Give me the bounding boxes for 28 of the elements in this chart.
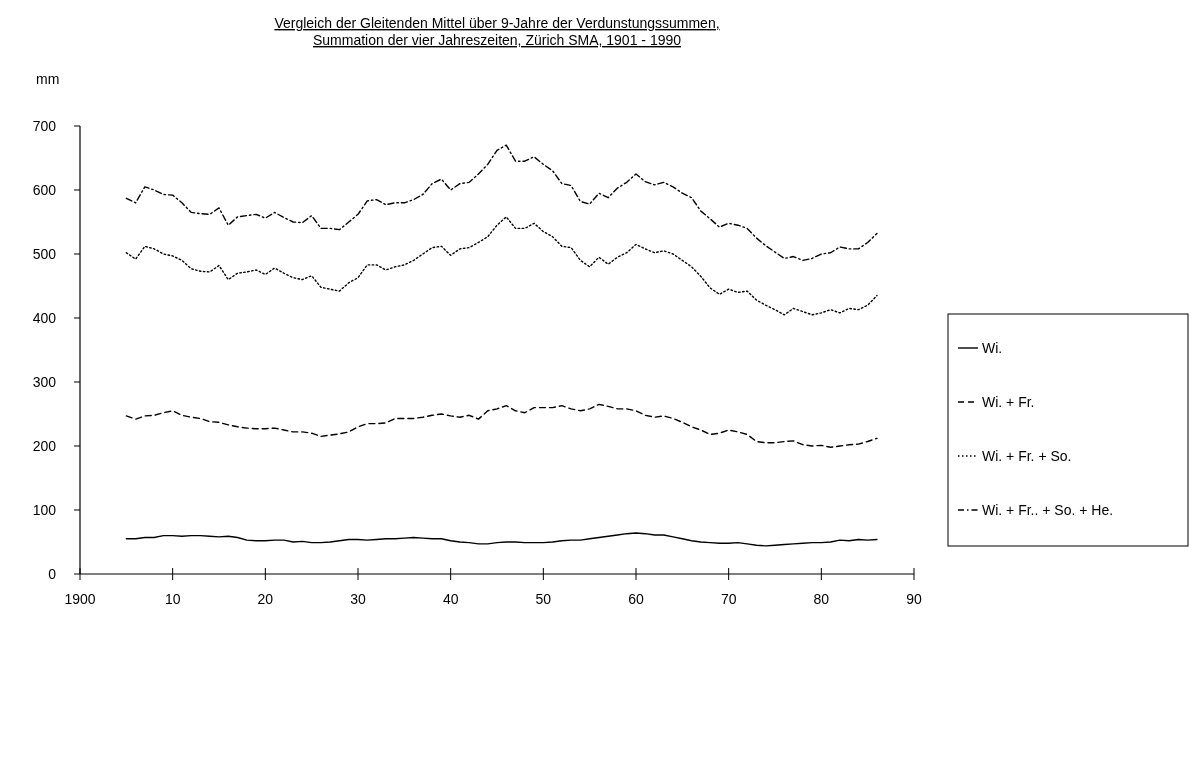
x-tick-label: 10: [164, 591, 181, 607]
y-tick-label: 300: [32, 374, 57, 390]
legend-label: Wi. + Fr.: [982, 394, 1035, 410]
y-tick-label: 0: [48, 566, 57, 582]
x-tick-label: 70: [720, 591, 737, 607]
line-series: [125, 216, 878, 316]
y-tick-label: 700: [32, 118, 57, 134]
x-tick-label: 90: [906, 591, 922, 607]
legend-label: Wi.: [982, 340, 1003, 356]
chart-title: Vergleich der Gleitenden Mittel über 9-Jahre der Verdunstungssummen, Summation der vier Jahreszeiten, Zürich SMA, 1901 - 1990: [274, 15, 720, 48]
line-series: [125, 403, 878, 448]
x-tick-label: 30: [350, 591, 366, 607]
x-tick-label: 50: [535, 591, 552, 607]
y-axis-title: mm: [36, 71, 60, 87]
legend-label: Wi. + Fr.. + So. + He.: [982, 502, 1114, 518]
y-tick-label: 100: [32, 502, 57, 518]
x-tick-label: 60: [628, 591, 644, 607]
y-tick-label: 400: [32, 310, 57, 326]
x-tick-label: 40: [442, 591, 459, 607]
y-tick-label: 200: [32, 438, 57, 454]
line-series: [125, 144, 878, 262]
x-tick-label: 20: [257, 591, 274, 607]
y-tick-label: 500: [32, 246, 57, 262]
y-tick-label: 600: [32, 182, 57, 198]
line-series: [125, 532, 878, 547]
legend-label: Wi. + Fr. + So.: [982, 448, 1072, 464]
x-tick-label: 80: [813, 591, 830, 607]
x-tick-label: 1900: [64, 591, 96, 607]
